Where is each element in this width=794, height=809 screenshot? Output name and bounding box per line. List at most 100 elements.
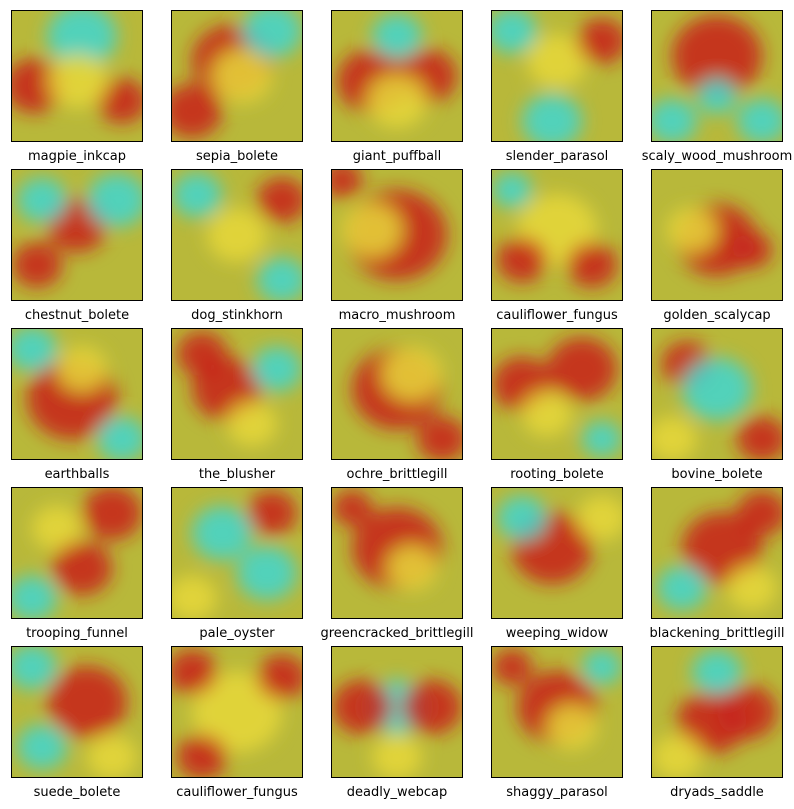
heatmap-blob — [47, 666, 127, 738]
heatmap-thumbnail — [651, 487, 783, 619]
heatmap-thumbnail — [11, 328, 143, 460]
heatmap-blob — [522, 94, 582, 141]
heatmap-image — [12, 329, 142, 459]
panel-14: rooting_bolete — [491, 328, 623, 482]
panel-label: giant_puffball — [352, 149, 442, 164]
heatmap-blob — [177, 734, 227, 777]
heatmap-blob — [652, 98, 697, 141]
panel-19: weeping_widow — [491, 487, 623, 641]
panel-22: cauliflower_fungus — [171, 646, 303, 800]
panel-11: earthballs — [11, 328, 143, 482]
heatmap-blob — [497, 237, 547, 283]
heatmap-thumbnail — [491, 169, 623, 301]
panel-13: ochre_brittlegill — [331, 328, 463, 482]
heatmap-blob — [247, 490, 297, 536]
heatmap-thumbnail — [491, 328, 623, 460]
heatmap-image — [492, 11, 622, 141]
heatmap-blob — [492, 649, 532, 685]
heatmap-blob — [87, 173, 142, 227]
panel-label: earthballs — [44, 467, 110, 482]
heatmap-image — [12, 170, 142, 300]
heatmap-blob — [717, 685, 777, 739]
heatmap-thumbnail — [171, 646, 303, 778]
panel-17: pale_oyster — [171, 487, 303, 641]
heatmap-blob — [657, 565, 707, 611]
panel-10: golden_scalycap — [651, 169, 783, 323]
heatmap-blob — [237, 546, 297, 600]
heatmap-image — [652, 488, 782, 618]
heatmap-thumbnail — [651, 328, 783, 460]
heatmap-blob — [257, 257, 302, 300]
heatmap-blob — [737, 98, 782, 141]
heatmap-blob — [82, 488, 142, 540]
heatmap-blob — [32, 505, 82, 551]
heatmap-blob — [12, 575, 57, 618]
heatmap-blob — [682, 512, 762, 584]
heatmap-blob — [682, 357, 752, 421]
panel-label: chestnut_bolete — [24, 308, 130, 323]
heatmap-blob — [47, 11, 117, 68]
heatmap-blob — [192, 506, 252, 560]
heatmap-blob — [372, 13, 422, 59]
heatmap-blob — [547, 337, 617, 401]
heatmap-blob — [372, 734, 422, 777]
panel-6: chestnut_bolete — [11, 169, 143, 323]
heatmap-blob — [12, 647, 57, 690]
panel-8: macro_mushroom — [331, 169, 463, 323]
heatmap-blob — [667, 207, 717, 253]
heatmap-blob — [242, 11, 302, 58]
heatmap-blob — [87, 734, 137, 777]
heatmap-blob — [172, 575, 217, 618]
heatmap-thumbnail — [331, 169, 463, 301]
heatmap-image — [332, 647, 462, 777]
heatmap-blob — [672, 15, 762, 97]
heatmap-blob — [17, 177, 67, 223]
panel-21: suede_bolete — [11, 646, 143, 800]
heatmap-image — [12, 11, 142, 141]
heatmap-blob — [732, 232, 772, 268]
panel-label: greencracked_brittlegill — [320, 626, 474, 641]
panel-20: blackening_brittlegill — [650, 487, 784, 641]
heatmap-thumbnail — [491, 646, 623, 778]
panel-2: sepia_bolete — [171, 10, 303, 164]
heatmap-blob — [737, 416, 782, 459]
heatmap-thumbnail — [171, 10, 303, 142]
panel-4: slender_parasol — [491, 10, 623, 164]
panel-label: weeping_widow — [505, 626, 609, 641]
heatmap-blob — [192, 671, 282, 753]
heatmap-image — [172, 170, 302, 300]
panel-label: dryads_saddle — [670, 785, 764, 800]
heatmap-blob — [497, 495, 547, 541]
heatmap-blob — [367, 74, 427, 128]
panel-15: bovine_bolete — [651, 328, 783, 482]
heatmap-blob — [332, 490, 372, 526]
heatmap-thumbnail — [171, 487, 303, 619]
heatmap-blob — [492, 11, 537, 54]
panel-3: giant_puffball — [331, 10, 463, 164]
heatmap-blob — [172, 172, 222, 218]
heatmap-image — [652, 170, 782, 300]
heatmap-blob — [417, 416, 462, 459]
heatmap-thumbnail — [11, 646, 143, 778]
heatmap-blob — [48, 54, 108, 108]
panel-label: cauliflower_fungus — [176, 785, 298, 800]
heatmap-blob — [582, 649, 622, 685]
heatmap-blob — [547, 704, 597, 750]
panel-label: golden_scalycap — [663, 308, 771, 323]
heatmap-blob — [492, 172, 532, 208]
panel-24: shaggy_parasol — [491, 646, 623, 800]
heatmap-image — [332, 11, 462, 141]
heatmap-blob — [12, 329, 57, 372]
heatmap-blob — [332, 680, 392, 734]
heatmap-image — [332, 488, 462, 618]
heatmap-blob — [172, 649, 217, 695]
heatmap-thumbnail — [171, 169, 303, 301]
heatmap-blob — [52, 541, 112, 595]
heatmap-blob — [522, 391, 572, 437]
heatmap-blob — [577, 18, 622, 64]
heatmap-blob — [697, 78, 737, 114]
panel-label: pale_oyster — [199, 626, 275, 641]
panel-label: deadly_webcap — [346, 785, 448, 800]
heatmap-blob — [402, 680, 462, 734]
